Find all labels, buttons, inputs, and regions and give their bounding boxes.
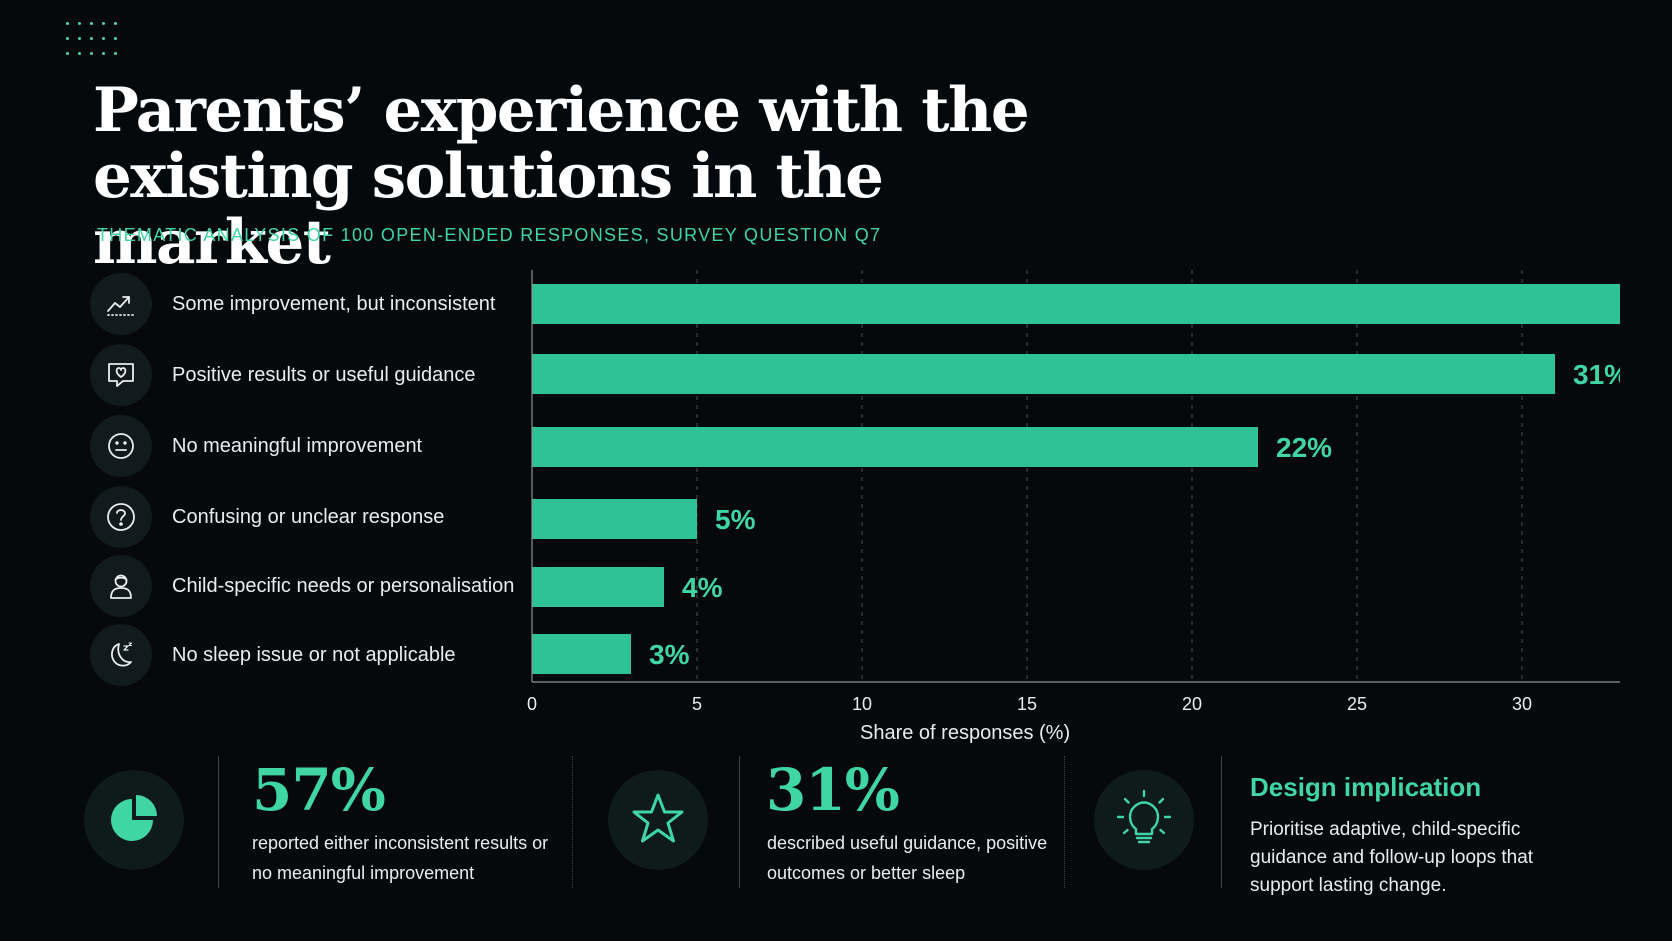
decorative-dot-grid (66, 22, 122, 62)
bar-value-label: 4% (682, 572, 723, 603)
x-tick-label: 30 (1512, 694, 1532, 710)
category-row: Child-specific needs or personalisation (90, 554, 530, 618)
page-subtitle: THEMATIC ANALYSIS OF 100 OPEN-ENDED RESP… (97, 225, 882, 245)
bar (532, 354, 1555, 394)
x-tick-label: 10 (852, 694, 872, 710)
child-icon (90, 555, 152, 617)
category-row: No sleep issue or not applicable (90, 623, 530, 687)
x-tick-label: 20 (1182, 694, 1202, 710)
category-row: Positive results or useful guidance (90, 343, 530, 407)
stat-value: 31% (766, 756, 900, 824)
implication-title: Design implication (1250, 772, 1482, 802)
trend-up-icon (90, 273, 152, 335)
moon-sleep-icon (90, 624, 152, 686)
category-label: Positive results or useful guidance (172, 363, 476, 386)
page-title: Parents’ experience with the existing so… (93, 75, 1030, 278)
stat-description: described useful guidance, positive outc… (767, 833, 1048, 883)
heart-message-icon (90, 344, 152, 406)
category-row: Confusing or unclear response (90, 485, 530, 549)
category-row: Some improvement, but inconsistent (90, 272, 530, 336)
category-label: Confusing or unclear response (172, 505, 445, 528)
implication-text: Prioritise adaptive, child-specific guid… (1250, 819, 1534, 896)
bar (532, 634, 631, 674)
divider (572, 756, 573, 888)
bar (532, 567, 664, 607)
stat-description: reported either inconsistent results or … (252, 833, 549, 883)
category-row: No meaningful improvement (90, 414, 530, 478)
x-axis-label: Share of responses (%) (860, 722, 1071, 744)
divider (218, 756, 219, 888)
category-label: Child-specific needs or personalisation (172, 574, 515, 597)
divider (1064, 756, 1065, 888)
x-tick-label: 0 (527, 694, 537, 710)
x-tick-label: 5 (692, 694, 702, 710)
neutral-face-icon (90, 415, 152, 477)
bar-value-label: 3% (649, 639, 690, 670)
x-tick-label: 25 (1347, 694, 1367, 710)
bar (532, 427, 1258, 467)
stat-value: 57% (252, 756, 386, 824)
bar-value-label: 5% (715, 504, 756, 535)
category-label: Some improvement, but inconsistent (172, 292, 496, 315)
lightbulb-icon (1094, 770, 1194, 870)
category-label: No sleep issue or not applicable (172, 643, 456, 666)
bar-value-label: 22% (1276, 432, 1332, 463)
bar-value-label: 31% (1573, 359, 1620, 390)
bar (532, 284, 1620, 324)
divider (1221, 756, 1222, 888)
pie-chart-icon (84, 770, 184, 870)
divider (739, 756, 740, 888)
bar-chart: 35%31%22%5%4%3%0510152025303540 (527, 270, 1620, 710)
bar (532, 499, 697, 539)
star-icon (608, 770, 708, 870)
stats-strip: 57% reported either inconsistent results… (0, 750, 1672, 900)
question-icon (90, 486, 152, 548)
x-tick-label: 15 (1017, 694, 1037, 710)
category-label: No meaningful improvement (172, 434, 423, 457)
